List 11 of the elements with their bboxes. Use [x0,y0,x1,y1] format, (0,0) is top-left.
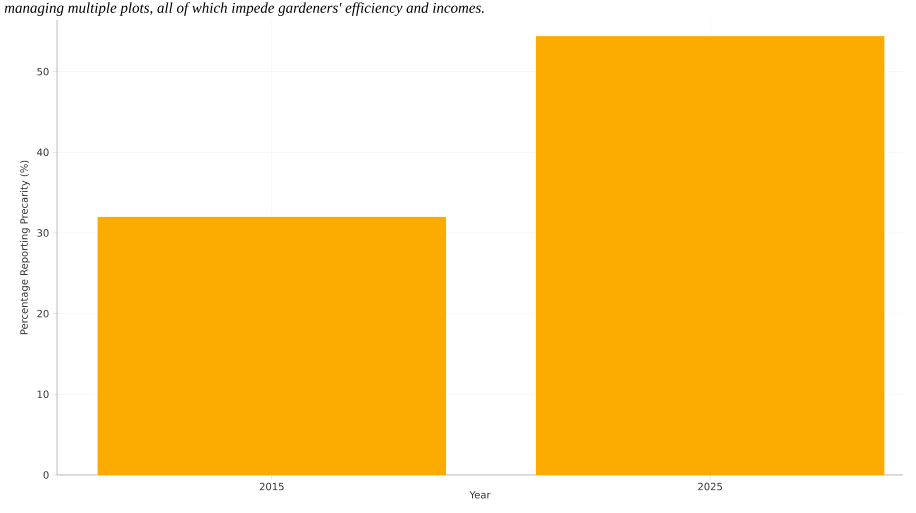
y-tick-label: 10 [38,390,49,398]
y-tick-label: 50 [37,68,49,76]
x-tick-label: 2015 [260,482,284,490]
y-axis-title: Percentage Reporting Precarity (%) [20,160,30,334]
y-tick-label: 40 [37,148,49,156]
y-tick-label: 0 [44,471,49,479]
x-tick-label: 2025 [698,482,722,490]
x-axis-title: Year [469,491,491,499]
y-tick-label: 20 [37,310,49,318]
chart-title: managing multiple plots, all of which impede gardeners' efficiency and incomes. [4,2,484,16]
y-tick-label: 30 [37,229,49,237]
